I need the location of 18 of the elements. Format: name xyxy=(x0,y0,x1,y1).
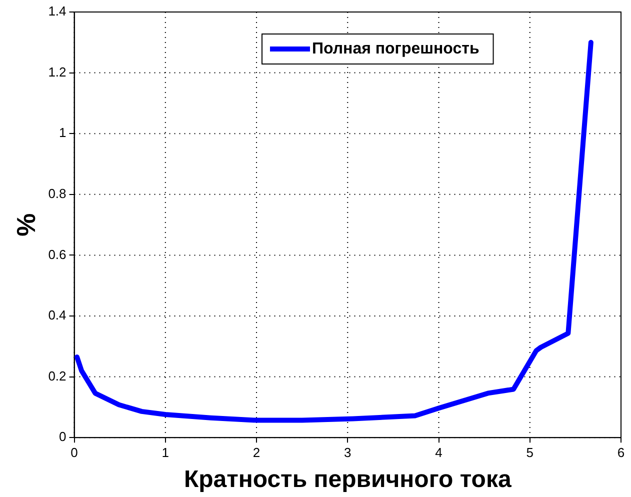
x-tick-label: 5 xyxy=(526,444,534,460)
x-tick-label: 6 xyxy=(617,444,625,460)
x-tick-label: 1 xyxy=(162,444,170,460)
y-axis-title: % xyxy=(10,213,41,236)
x-tick-label: 2 xyxy=(252,444,260,460)
x-tick-label: 4 xyxy=(435,444,442,460)
x-tick-label: 0 xyxy=(70,444,78,460)
x-tick-label: 3 xyxy=(344,444,352,460)
y-tick-label: 1.4 xyxy=(48,4,66,19)
y-tick-label: 0.2 xyxy=(48,368,66,384)
y-tick-label: 0.8 xyxy=(48,186,66,201)
legend-label: Полная погрешность xyxy=(312,40,480,58)
y-tick-label: 1.2 xyxy=(48,64,66,80)
x-axis-title: Кратность первичного тока xyxy=(184,466,512,494)
y-tick-label: 0 xyxy=(59,429,66,444)
y-tick-label: 0.4 xyxy=(48,308,66,323)
y-tick-label: 0.6 xyxy=(48,246,66,262)
y-tick-label: 1 xyxy=(59,125,66,140)
